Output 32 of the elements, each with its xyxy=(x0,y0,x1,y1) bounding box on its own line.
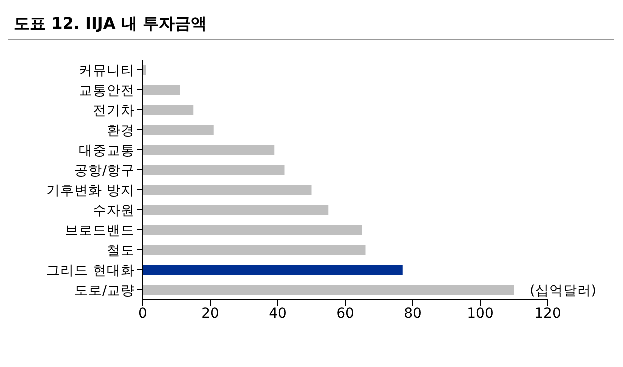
x-tick-label: 80 xyxy=(404,306,422,322)
x-tick-label: 120 xyxy=(534,306,562,322)
y-tick-label: 전기차 xyxy=(93,102,135,119)
x-tick-label: 100 xyxy=(467,306,494,322)
y-tick-label: 수자원 xyxy=(93,202,135,219)
y-tick-label: 교통안전 xyxy=(79,82,135,99)
y-tick-label: 브로드밴드 xyxy=(65,222,135,239)
bar xyxy=(143,125,214,135)
x-tick-label: 60 xyxy=(336,306,354,322)
y-tick-label: 그리드 현대화 xyxy=(46,262,135,279)
y-tick-label: 커뮤니티 xyxy=(79,62,135,79)
y-tick-label: 기후변화 방지 xyxy=(46,182,135,199)
bar xyxy=(143,285,514,295)
bar xyxy=(143,145,275,155)
bar xyxy=(143,225,362,235)
bar xyxy=(143,265,403,275)
x-tick-label: 20 xyxy=(202,306,220,322)
bar xyxy=(143,185,312,195)
y-tick-label: 대중교통 xyxy=(79,142,135,159)
x-tick-label: 0 xyxy=(138,306,148,322)
chart-title: 도표 12. IIJA 내 투자금액 xyxy=(8,8,614,40)
annotation: (십억달러) xyxy=(530,282,597,300)
y-tick-label: 공항/항구 xyxy=(74,162,135,179)
bar xyxy=(143,105,194,115)
bar xyxy=(143,205,329,215)
x-tick-label: 40 xyxy=(269,306,287,322)
bar xyxy=(143,85,180,95)
y-tick-label: 환경 xyxy=(107,122,135,139)
bar xyxy=(143,165,285,175)
y-tick-label: 도로/교량 xyxy=(74,282,135,299)
y-tick-label: 철도 xyxy=(107,242,135,259)
bar xyxy=(143,245,366,255)
